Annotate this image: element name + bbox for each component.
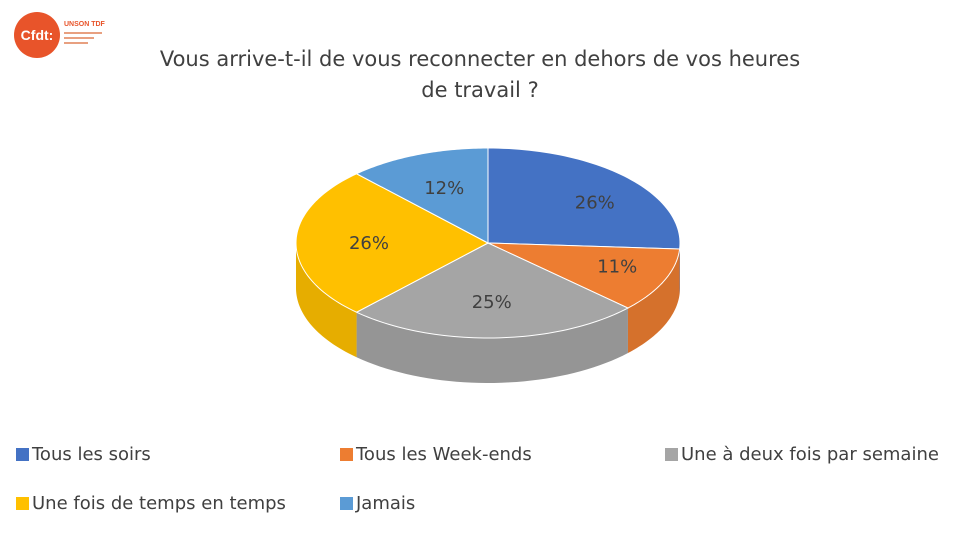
legend-item-4: Jamais (340, 493, 415, 514)
legend-swatch-2 (665, 448, 678, 461)
chart-title-line-2: de travail ? (421, 78, 539, 102)
pie-slice-1 (487, 242, 681, 309)
pie-data-label-4: 12% (424, 178, 464, 199)
legend-swatch-1 (340, 448, 353, 461)
pie-data-label-3: 26% (349, 233, 389, 254)
cfdt-logo: Cfdt: UNSON TDF (14, 12, 134, 60)
legend-label-0: Tous les soirs (32, 444, 151, 465)
chart-title: Vous arrive-t-il de vous reconnecter en … (100, 44, 860, 106)
legend-swatch-0 (16, 448, 29, 461)
pie-side-3 (296, 243, 357, 358)
pie-side-walls (296, 243, 680, 383)
chart-title-line-1: Vous arrive-t-il de vous reconnecter en … (159, 47, 801, 71)
pie-data-label-2: 25% (472, 292, 512, 313)
pie-data-label-0: 26% (575, 193, 615, 214)
logo-mark: Cfdt: (14, 12, 60, 58)
legend-swatch-3 (16, 497, 29, 510)
legend-label-4: Jamais (356, 493, 416, 514)
legend-item-3: Une fois de temps en temps (16, 493, 286, 514)
pie-side-1 (627, 248, 680, 354)
legend-label-2: Une à deux fois par semaine (681, 444, 939, 465)
legend-swatch-4 (340, 497, 353, 510)
legend-label-3: Une fois de temps en temps (32, 493, 286, 514)
pie-data-label-1: 11% (597, 256, 637, 277)
pie-slice-2 (355, 242, 630, 339)
logo-org: UNSON TDF (64, 21, 105, 28)
pie-slice-0 (487, 147, 681, 250)
legend-label-1: Tous les Week-ends (356, 444, 532, 465)
pie-slice-4 (355, 147, 489, 244)
legend-item-1: Tous les Week-ends (340, 444, 532, 465)
legend-item-0: Tous les soirs (16, 444, 151, 465)
legend-item-2: Une à deux fois par semaine (665, 444, 939, 465)
pie-slice-3 (295, 173, 490, 313)
pie-side-2 (356, 308, 628, 383)
logo-lines (64, 32, 104, 47)
